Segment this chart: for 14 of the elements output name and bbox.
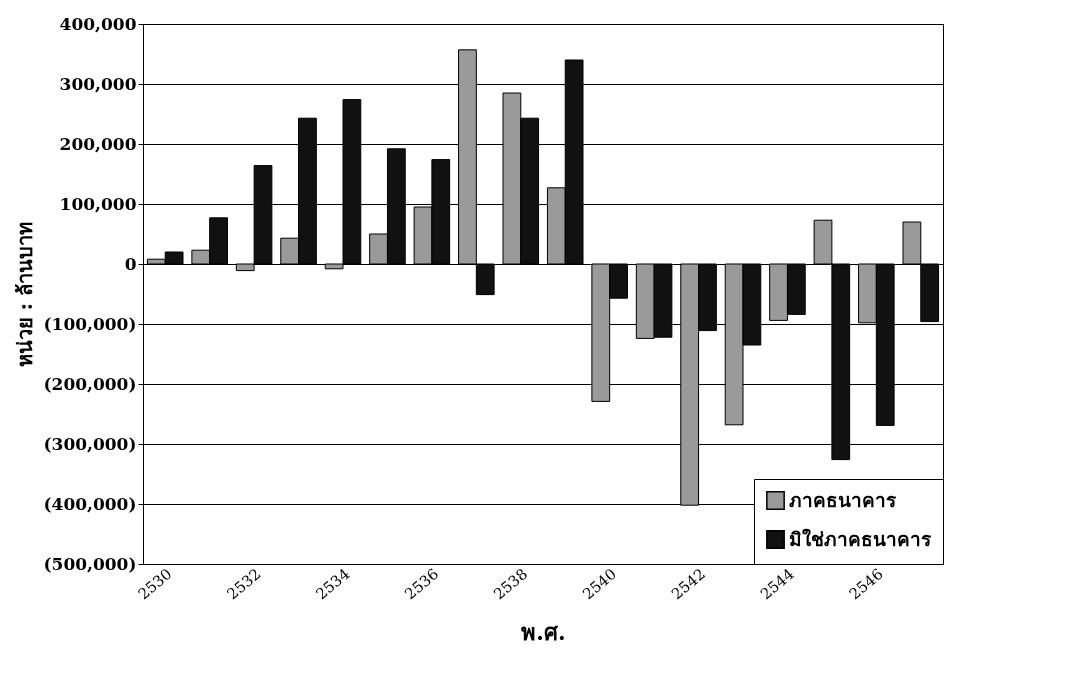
y-tick-label: (200,000) <box>43 373 137 394</box>
y-tick-label: 0 <box>124 253 137 274</box>
y-tick-label: (400,000) <box>43 493 137 514</box>
y-tick-label: 300,000 <box>59 73 137 94</box>
legend-label: ภาคธนาคาร <box>789 488 897 511</box>
x-axis-title: พ.ศ. <box>521 618 566 645</box>
y-tick-label: 400,000 <box>59 13 137 34</box>
y-tick-label: (100,000) <box>43 313 137 334</box>
y-axis-title: หน่วย : ล้านบาท <box>12 221 37 368</box>
y-tick-label: 200,000 <box>59 133 137 154</box>
y-tick-label: (500,000) <box>43 553 137 574</box>
y-tick-label: 100,000 <box>59 193 137 214</box>
y-tick-label: (300,000) <box>43 433 137 454</box>
legend-label: มิใช่ภาคธนาคาร <box>789 527 932 550</box>
